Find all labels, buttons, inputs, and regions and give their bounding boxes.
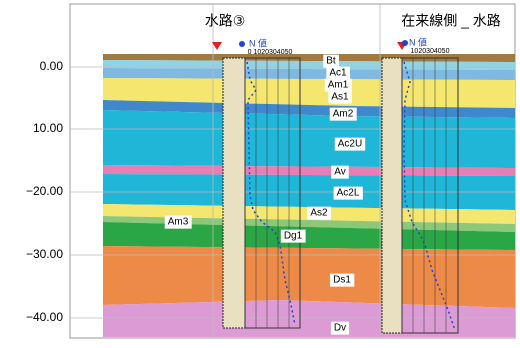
- layer-name: As1: [331, 92, 349, 103]
- layer-am3: [103, 222, 515, 250]
- layer-label: Ds1: [330, 273, 355, 287]
- label-box: [324, 78, 352, 92]
- legend-dot: [239, 41, 245, 47]
- layer-name: Ac2L: [337, 188, 360, 199]
- borehole: [212, 41, 301, 329]
- borehole-title: 在来線側 _ 水路: [401, 13, 501, 29]
- layer-label: Bt: [323, 54, 339, 68]
- layer-dv: [103, 300, 515, 337]
- layer-name: Av: [334, 167, 346, 178]
- n-scale: 1020304050: [411, 48, 450, 55]
- layer-ac1: [103, 60, 515, 70]
- boring-column: [222, 57, 246, 329]
- layer-ac2u: [103, 110, 515, 168]
- label-box: [330, 321, 350, 335]
- depth-label: −20.00: [26, 184, 63, 198]
- strata: [103, 54, 515, 337]
- layer-av: [103, 165, 515, 176]
- layer-as1: [103, 78, 515, 108]
- depth-label: −30.00: [26, 247, 63, 261]
- grid: [70, 4, 515, 338]
- layer-name: Dg1: [284, 231, 303, 242]
- layer-name: Bt: [326, 56, 336, 67]
- layer-label: Dg1: [280, 229, 306, 243]
- n-scale: 0 1020304050: [248, 49, 293, 56]
- n-graph-frame: [244, 57, 301, 329]
- boring-column: [381, 57, 403, 334]
- label-box: [164, 215, 192, 229]
- layer-name: Ac1: [329, 68, 347, 79]
- layer-label: Av: [331, 165, 349, 179]
- layer-ds1: [103, 246, 515, 308]
- label-box: [307, 206, 332, 220]
- n-graph-frame: [401, 57, 459, 334]
- label-box: [333, 186, 363, 200]
- layer-name: Am1: [328, 80, 349, 91]
- label-box: [330, 273, 355, 287]
- layer-label: Ac2U: [334, 137, 366, 151]
- label-box: [280, 229, 306, 243]
- layer-label: Dv: [330, 321, 350, 335]
- layer-label: As1: [328, 90, 353, 104]
- label-box: [326, 66, 351, 80]
- depth-label: 0.00: [40, 59, 64, 73]
- layer-label: Am2: [329, 107, 357, 121]
- layer-label: Am3: [164, 215, 192, 229]
- n-value-plot: [403, 61, 456, 331]
- layer-name: As2: [310, 208, 328, 219]
- layer-am2: [103, 100, 515, 118]
- layer-am1: [103, 68, 515, 80]
- borehole: [381, 40, 459, 334]
- layer-name: Am2: [333, 109, 354, 120]
- legend-dot: [402, 40, 408, 46]
- layer-name: Am3: [168, 217, 189, 228]
- layer-name: Ac2U: [338, 139, 362, 150]
- layer-label: Am1: [324, 78, 352, 92]
- layer-as2-lower: [103, 216, 515, 232]
- labels: 水路③ 在来線側 _ 水路 N 値 N 値 0 1020304050 10203…: [26, 13, 501, 324]
- legend-label: N 値: [409, 36, 427, 47]
- layer-bt: [103, 54, 515, 62]
- depth-label: 10.00: [33, 121, 63, 135]
- layer-label: Ac2L: [333, 186, 363, 200]
- layer-label: As2: [307, 206, 332, 220]
- label-box: [331, 165, 349, 179]
- label-box: [329, 107, 357, 121]
- water-level: [212, 42, 222, 50]
- borehole-title: 水路③: [205, 13, 246, 29]
- layer-name: Dv: [334, 323, 346, 334]
- label-box: [334, 137, 366, 151]
- label-box: [323, 54, 339, 68]
- depth-label: −40.00: [26, 310, 63, 324]
- layer-label: Ac1: [326, 66, 351, 80]
- layer-name: Ds1: [333, 275, 351, 286]
- legend-label: N 値: [249, 37, 267, 48]
- label-box: [328, 90, 353, 104]
